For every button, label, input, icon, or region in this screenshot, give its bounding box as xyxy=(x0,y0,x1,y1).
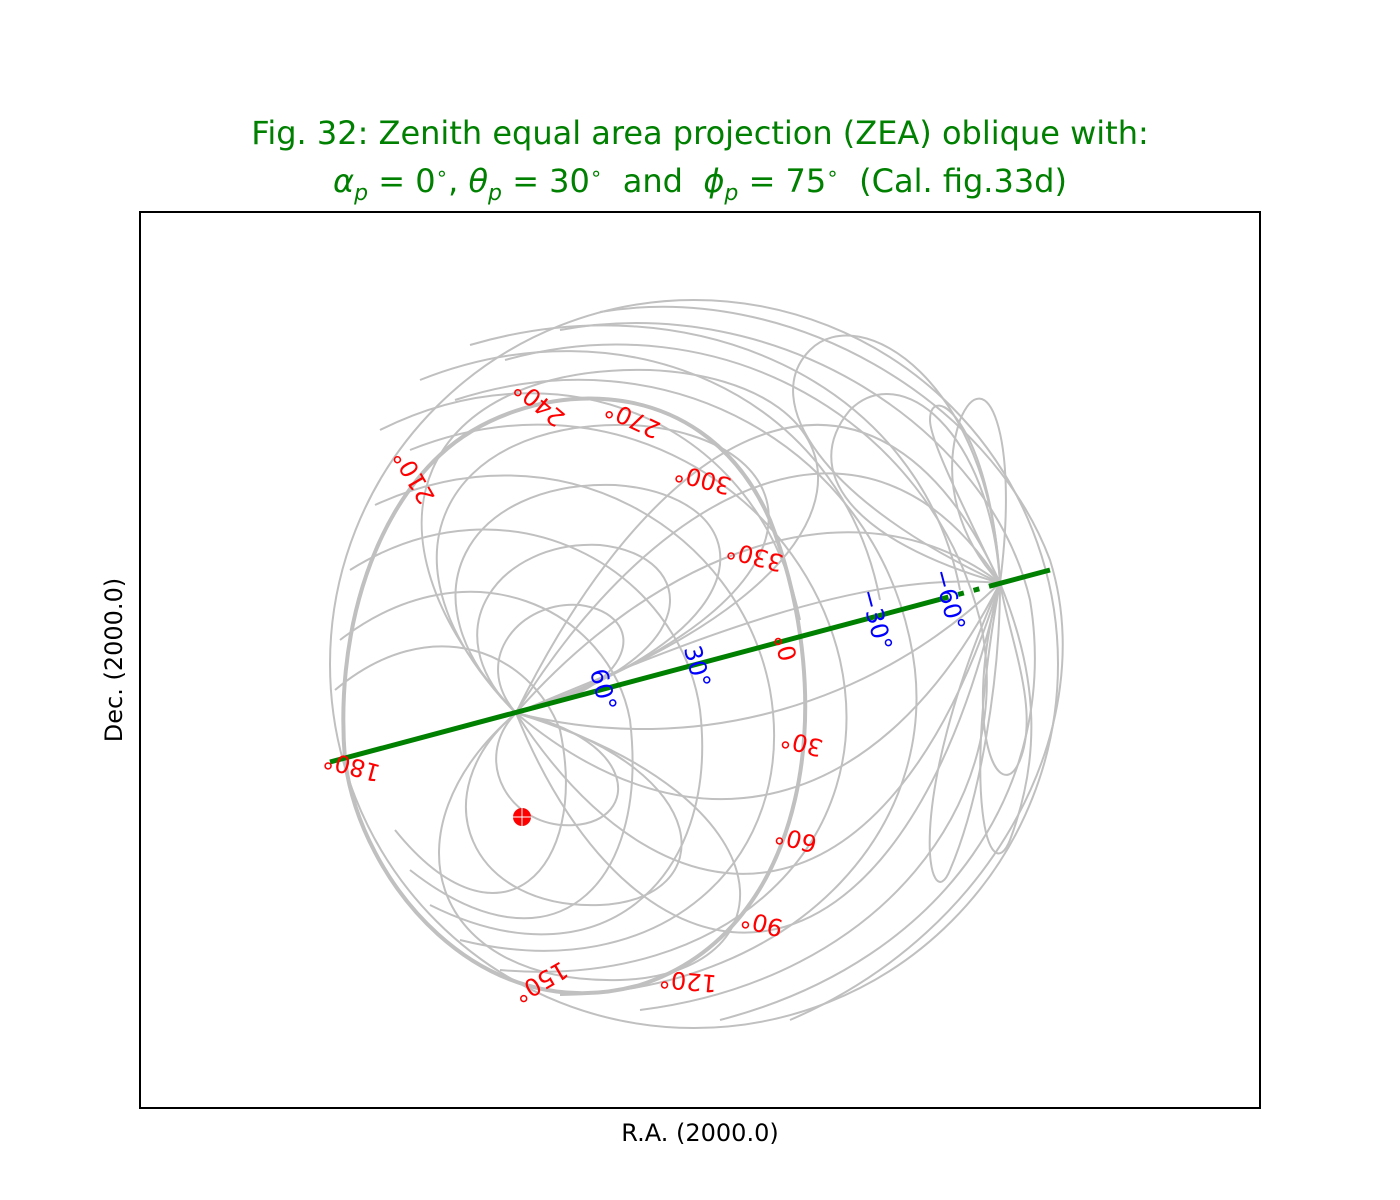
alpha-value: = 0 xyxy=(368,162,436,200)
projection-boundary xyxy=(329,299,1059,1029)
parallel-d-7 xyxy=(349,528,704,936)
parallel-d-10 xyxy=(379,392,801,621)
theta-subscript: p xyxy=(487,181,502,206)
parallel-d-2 xyxy=(559,322,1036,1021)
arc-c-1 xyxy=(515,531,1001,714)
y-axis-label: Dec. (2000.0) xyxy=(100,578,128,742)
comma: , xyxy=(448,162,468,200)
arc-c-6 xyxy=(515,582,1001,800)
title-line-1: Fig. 32: Zenith equal area projection (Z… xyxy=(251,114,1149,152)
parallel-d-4 xyxy=(454,378,918,996)
alpha-degree: ∘ xyxy=(436,161,449,185)
highlight-meridian xyxy=(341,396,808,996)
x-axis-label: R.A. (2000.0) xyxy=(621,1119,778,1147)
alpha-subscript: p xyxy=(353,181,368,206)
arc-c-3 xyxy=(515,424,1001,714)
parallel-d-3 xyxy=(504,343,988,1011)
meridian-right-4 xyxy=(928,404,1001,584)
parallel-d-5 xyxy=(409,423,848,973)
phi-symbol: ϕ xyxy=(703,162,724,200)
meridian-right-6 xyxy=(928,582,1001,883)
meridian-left-8 xyxy=(438,711,741,982)
meridian-left-3 xyxy=(454,483,722,715)
alpha-symbol: α xyxy=(333,162,354,200)
phi-degree: ∘ xyxy=(826,161,839,185)
theta-value: = 30 xyxy=(502,162,590,200)
and-text: and xyxy=(602,162,703,200)
meridian-left-2 xyxy=(476,543,672,715)
title-line-2: αp = 0∘, θp = 30∘ and ϕp = 75∘ (Cal. fig… xyxy=(333,161,1067,206)
plot-frame xyxy=(139,211,1261,1109)
parallel-d-8 xyxy=(339,590,634,920)
parallel-d-9 xyxy=(334,645,567,894)
arc-c-4 xyxy=(515,580,1001,714)
arc-c-5 xyxy=(515,582,1001,730)
theta-symbol: θ xyxy=(468,162,488,200)
parallel-d-12 xyxy=(469,324,961,591)
meridian-left-4 xyxy=(435,423,770,715)
arc-c-2 xyxy=(515,472,1001,714)
graticule xyxy=(329,299,1064,1029)
highlight-parallel-line xyxy=(329,567,1051,765)
arc-c-7 xyxy=(515,582,1001,875)
arc-c-8 xyxy=(515,582,1001,934)
phi-value: = 75 xyxy=(738,162,826,200)
meridian-left-7 xyxy=(465,711,683,907)
theta-degree: ∘ xyxy=(590,161,603,185)
parallel-d-11 xyxy=(419,350,881,601)
meridian-right-2 xyxy=(951,397,1007,584)
longitude-label-10: 120° xyxy=(658,965,718,998)
title-suffix: (Cal. fig.33d) xyxy=(839,162,1067,200)
parallel-d-1 xyxy=(599,305,1064,1021)
phi-subscript: p xyxy=(723,181,738,206)
parallel-d-6 xyxy=(374,474,776,952)
meridian-left-5 xyxy=(420,368,820,715)
